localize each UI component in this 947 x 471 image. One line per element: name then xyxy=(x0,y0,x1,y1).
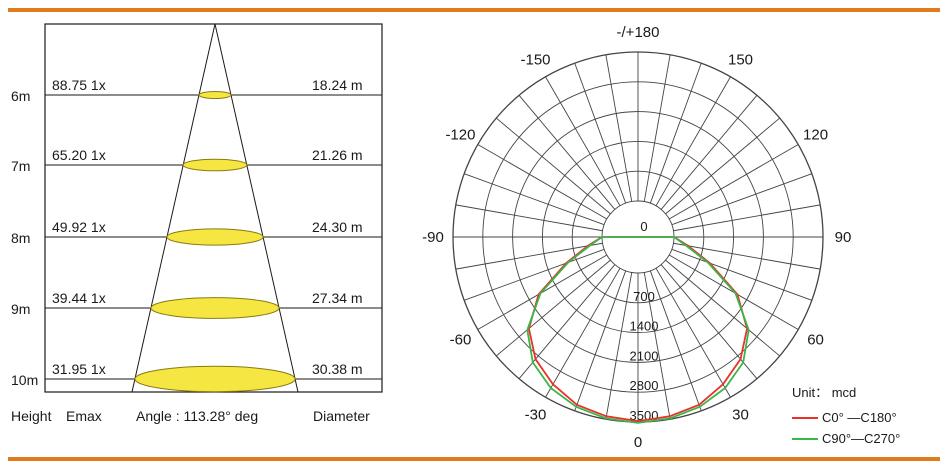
polar-angle-label: 150 xyxy=(728,51,753,68)
legend-label-c90: C90°—C270° xyxy=(822,431,900,446)
cone-height-label: 6m xyxy=(11,88,30,104)
legend-label-c0: C0° —C180° xyxy=(822,410,897,425)
beam-spot-ellipse xyxy=(182,158,248,172)
polar-angle-label: -120 xyxy=(445,127,475,144)
polar-angle-label: -30 xyxy=(525,407,547,424)
polar-spoke xyxy=(673,242,821,270)
polar-spoke xyxy=(605,54,633,202)
polar-spoke xyxy=(671,173,812,226)
polar-spoke xyxy=(655,267,731,398)
cone-diameter-label: 21.26 m xyxy=(312,147,363,163)
footer-height-label: Height xyxy=(11,408,52,424)
polar-spoke xyxy=(649,63,702,204)
polar-angle-label: -150 xyxy=(520,51,550,68)
series-c0-c180-curve xyxy=(528,236,748,422)
polar-spoke xyxy=(545,267,621,398)
polar-spoke xyxy=(455,204,603,232)
polar-spoke xyxy=(665,259,781,357)
polar-spoke xyxy=(455,242,603,270)
cone-diameter-label: 18.24 m xyxy=(312,77,363,93)
beam-spot-ellipse xyxy=(198,91,232,99)
polar-spoke xyxy=(464,173,605,226)
polar-angle-label: 30 xyxy=(732,407,749,424)
polar-angle-label: 120 xyxy=(803,127,828,144)
polar-spoke xyxy=(668,144,799,220)
beam-spot-ellipse xyxy=(150,297,280,319)
polar-radial-label: 1400 xyxy=(630,319,659,334)
polar-spoke xyxy=(518,94,616,210)
cone-height-label: 7m xyxy=(11,158,30,174)
polar-spoke xyxy=(671,248,812,301)
cone-emax-label: 31.95 1x xyxy=(52,361,106,377)
polar-spoke xyxy=(464,248,605,301)
cone-emax-label: 65.20 1x xyxy=(52,147,106,163)
polar-radial-label: 0 xyxy=(640,219,647,234)
polar-spoke xyxy=(655,76,731,207)
footer-diameter-label: Diameter xyxy=(313,408,370,424)
cone-right-edge xyxy=(214,23,299,393)
cone-diameter-label: 27.34 m xyxy=(312,290,363,306)
footer-emax-label: Emax xyxy=(66,408,102,424)
polar-spoke xyxy=(660,94,758,210)
series-c90-c270-curve xyxy=(526,236,750,424)
unit-label: Unit： mcd xyxy=(792,385,856,400)
polar-spoke xyxy=(545,76,621,207)
bottom-orange-rule xyxy=(8,457,940,461)
polar-spoke xyxy=(649,270,702,411)
polar-spoke xyxy=(605,272,633,420)
polar-radial-label: 2100 xyxy=(630,348,659,363)
polar-angle-labels: -/+180 -150 150 -120 120 -90 90 -60 60 -30 30 0 xyxy=(422,24,851,451)
polar-spoke xyxy=(665,117,781,215)
polar-angle-label: -90 xyxy=(422,229,444,246)
polar-spoke xyxy=(574,63,627,204)
polar-spoke xyxy=(643,54,671,202)
cone-diameter-label: 30.38 m xyxy=(312,361,363,377)
beam-spot-ellipse xyxy=(166,228,264,246)
polar-angle-label: 0 xyxy=(634,434,642,451)
polar-angle-label: 60 xyxy=(807,332,824,349)
cone-emax-label: 49.92 1x xyxy=(52,219,106,235)
cone-height-label: 8m xyxy=(11,230,30,246)
polar-angle-label: -/+180 xyxy=(617,24,660,41)
polar-spoke xyxy=(495,117,611,215)
polar-spoke xyxy=(574,270,627,411)
top-orange-rule xyxy=(8,8,940,12)
polar-radial-label: 700 xyxy=(633,289,655,304)
polar-spoke xyxy=(643,272,671,420)
cone-height-label: 9m xyxy=(11,301,30,317)
beam-spot-ellipse xyxy=(134,365,296,393)
polar-spoke xyxy=(477,144,608,220)
polar-spoke xyxy=(495,259,611,357)
footer-angle-label: Angle : 113.28° deg xyxy=(136,408,258,424)
polar-angle-label: -60 xyxy=(450,332,472,349)
polar-radial-label: 2800 xyxy=(630,378,659,393)
cone-emax-label: 88.75 1x xyxy=(52,77,106,93)
polar-angle-label: 90 xyxy=(835,229,852,246)
cone-height-label: 10m xyxy=(11,372,38,388)
polar-series xyxy=(526,236,750,424)
cone-left-edge xyxy=(131,23,216,393)
polar-spoke xyxy=(673,204,821,232)
cone-diameter-label: 24.30 m xyxy=(312,219,363,235)
cone-emax-label: 39.44 1x xyxy=(52,290,106,306)
